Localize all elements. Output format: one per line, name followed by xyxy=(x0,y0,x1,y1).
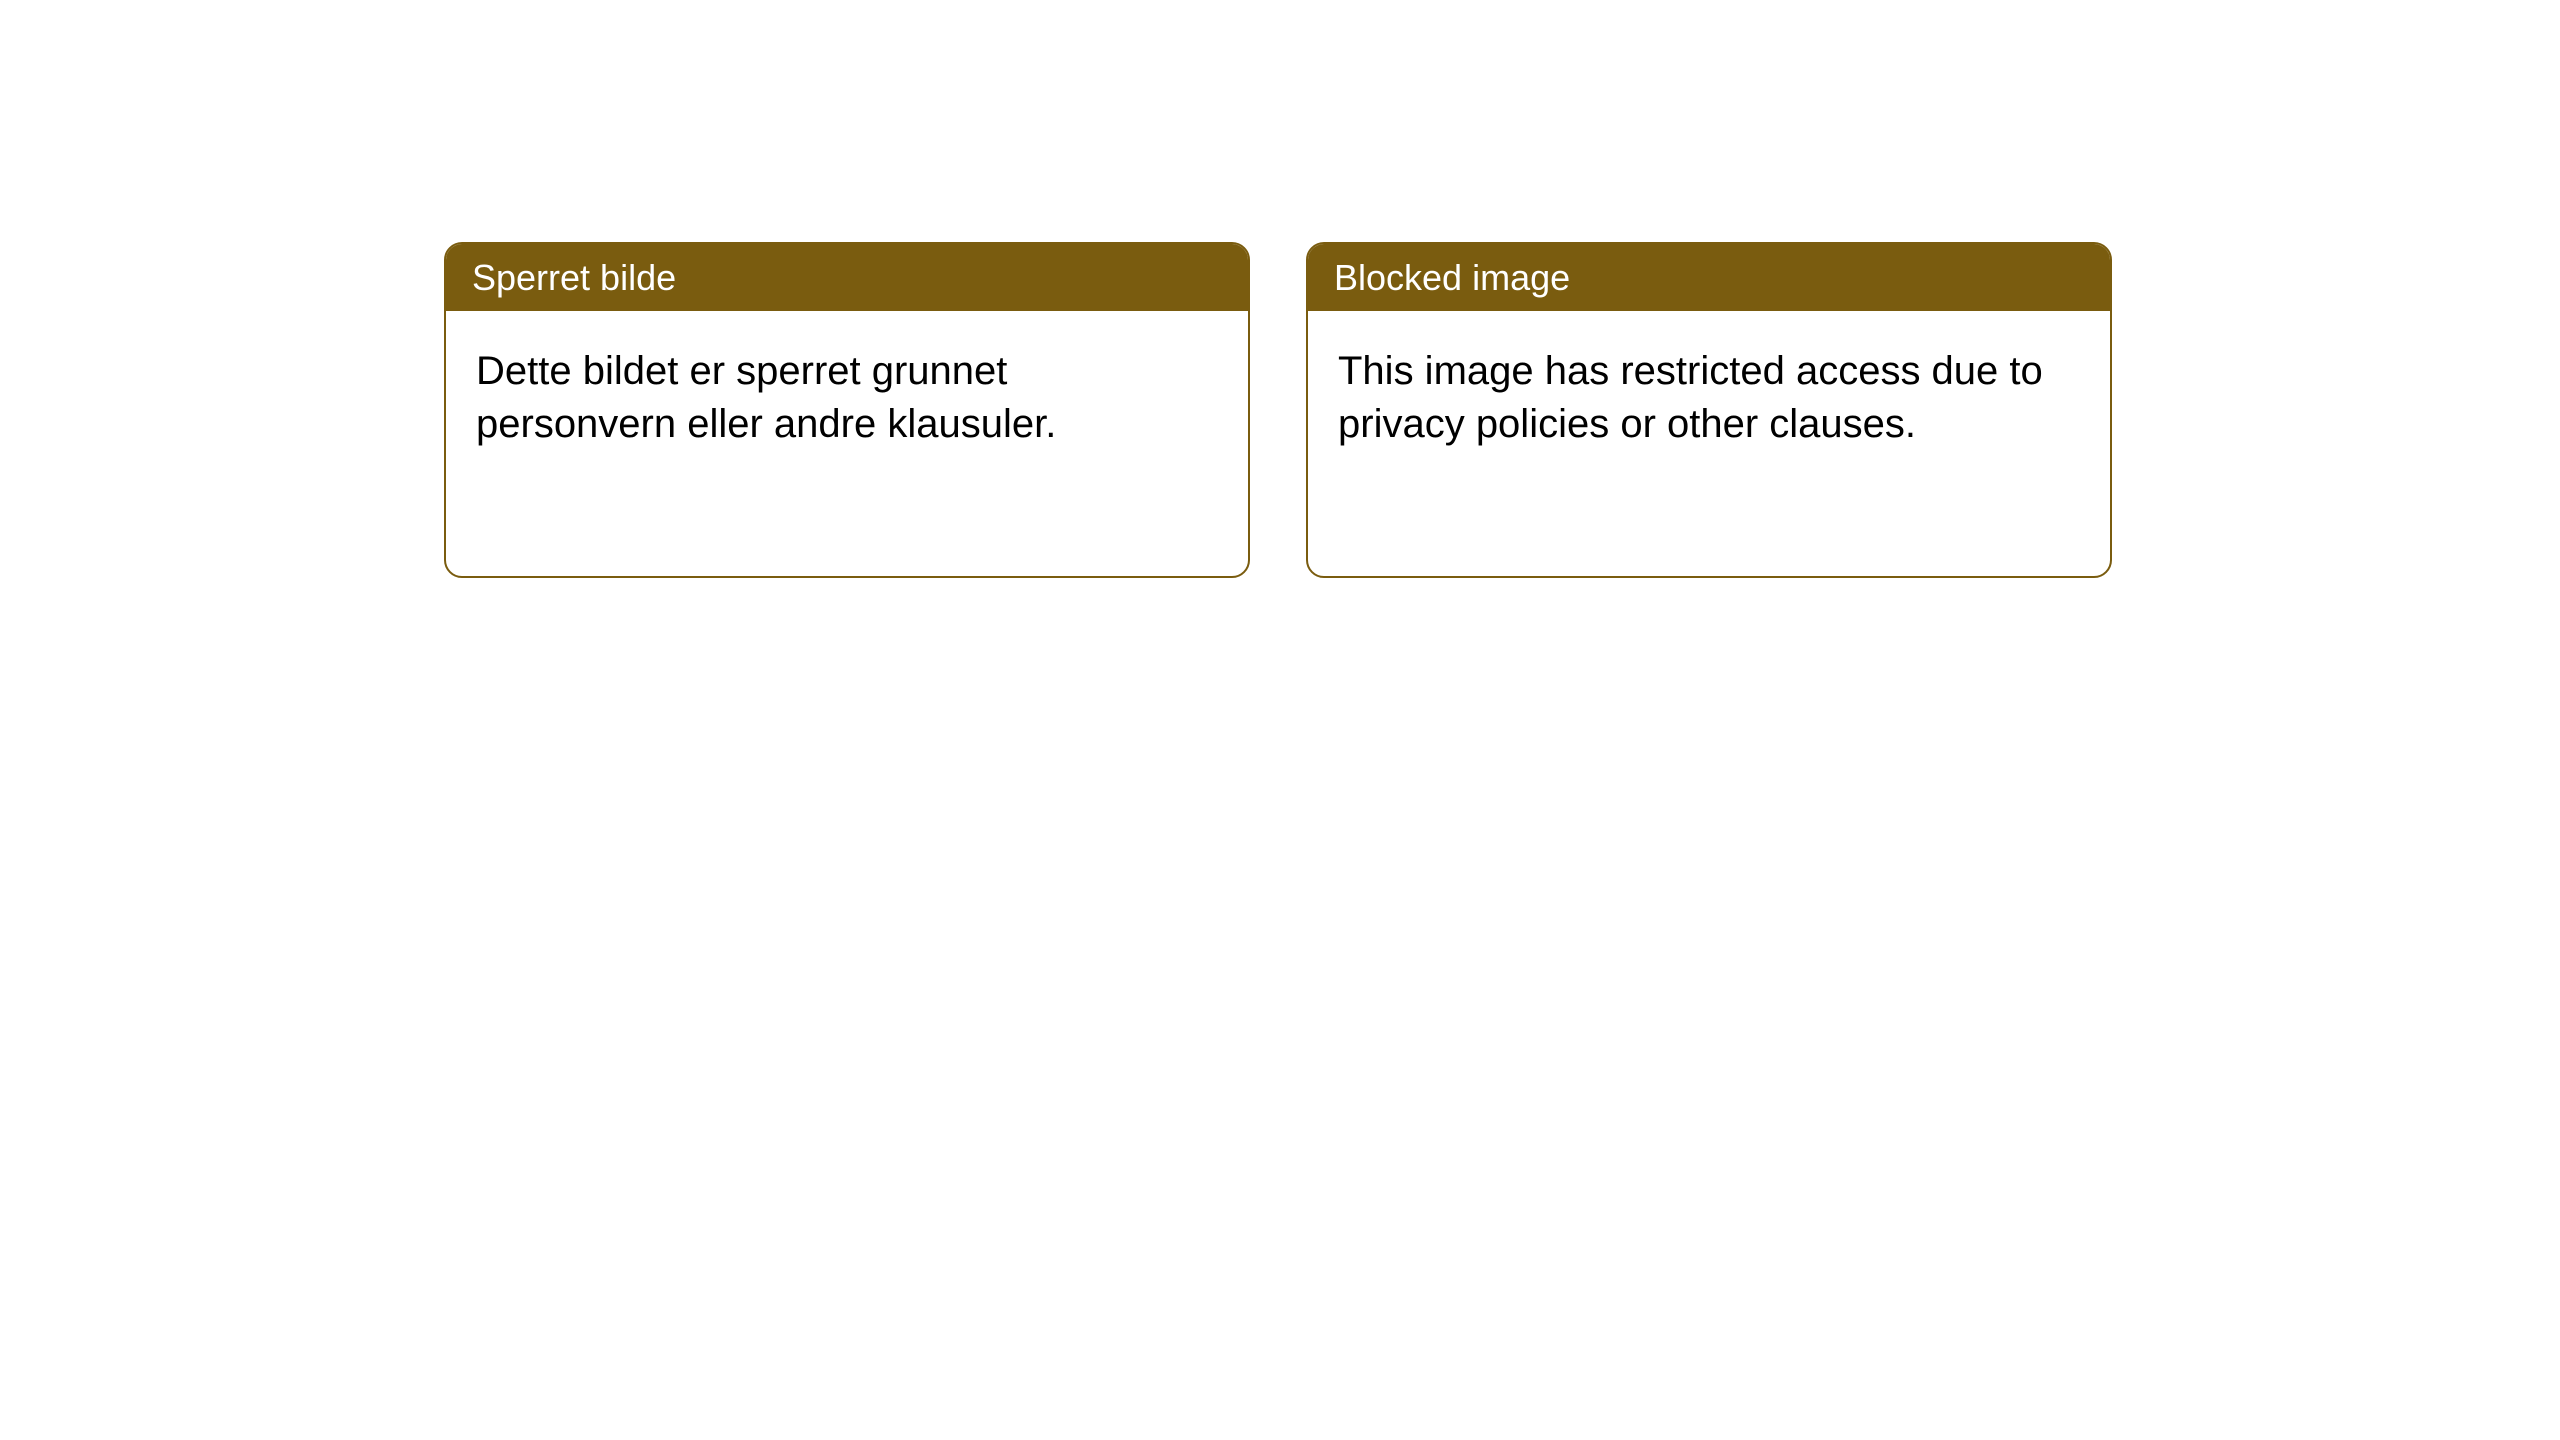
notice-body-text: Dette bildet er sperret grunnet personve… xyxy=(476,349,1056,446)
notice-box-norwegian: Sperret bilde Dette bildet er sperret gr… xyxy=(444,242,1250,578)
notice-container: Sperret bilde Dette bildet er sperret gr… xyxy=(0,0,2560,578)
notice-title: Blocked image xyxy=(1334,257,1570,298)
notice-body-text: This image has restricted access due to … xyxy=(1338,349,2043,446)
notice-body: Dette bildet er sperret grunnet personve… xyxy=(446,311,1248,485)
notice-header: Blocked image xyxy=(1308,244,2110,311)
notice-header: Sperret bilde xyxy=(446,244,1248,311)
notice-body: This image has restricted access due to … xyxy=(1308,311,2110,485)
notice-box-english: Blocked image This image has restricted … xyxy=(1306,242,2112,578)
notice-title: Sperret bilde xyxy=(472,257,676,298)
